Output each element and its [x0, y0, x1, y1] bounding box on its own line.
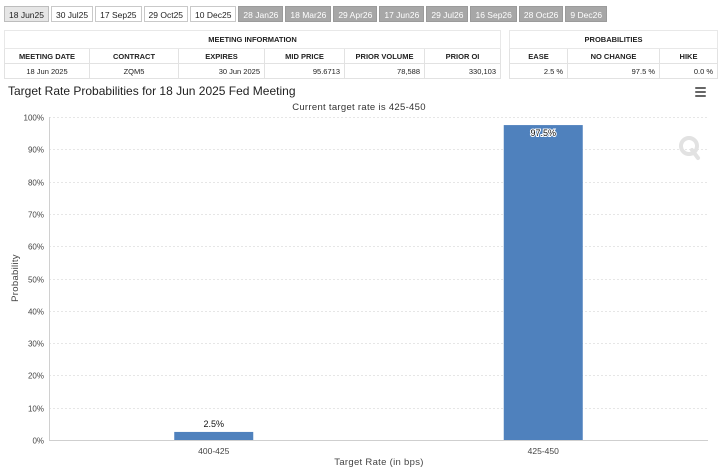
table-cell: 97.5 %: [567, 63, 660, 79]
meeting-information-table: MEETING INFORMATION MEETING DATE CONTRACT…: [3, 30, 502, 79]
x-tick-label: 400-425: [198, 446, 229, 456]
bar-400-425[interactable]: [174, 431, 254, 440]
table-cell: 0.0 %: [658, 63, 719, 79]
y-axis-ticks: 0% 10% 20% 30% 40% 50% 60% 70% 80% 90% 100%: [24, 114, 44, 446]
y-tick-label: 30%: [28, 340, 44, 349]
meeting-date-tabs: 18 Jun25 30 Jul25 17 Sep25 29 Oct25 10 Dec25…: [4, 6, 608, 22]
tab-meeting-date[interactable]: 10 Dec25: [190, 6, 237, 22]
table-cell: 330,103: [423, 63, 502, 79]
data-label: 2.5%: [203, 419, 224, 429]
tab-meeting-date[interactable]: 30 Jul25: [50, 6, 94, 22]
tab-meeting-date[interactable]: 29 Oct25: [143, 6, 189, 22]
y-tick-label: 70%: [28, 211, 44, 220]
tab-meeting-date[interactable]: 18 Mar26: [285, 6, 332, 22]
tab-meeting-date[interactable]: 29 Apr26: [333, 6, 378, 22]
y-tick-label: 40%: [28, 308, 44, 317]
tab-meeting-date[interactable]: 29 Jul26: [426, 6, 469, 22]
tab-meeting-date[interactable]: 9 Dec26: [565, 6, 608, 22]
bars: 2.5% 97.5%: [174, 125, 583, 440]
y-tick-label: 60%: [28, 243, 44, 252]
tab-meeting-date[interactable]: 17 Sep25: [95, 6, 142, 22]
hamburger-menu-icon[interactable]: [695, 87, 706, 97]
chart-title: Target Rate Probabilities for 18 Jun 202…: [8, 84, 296, 98]
x-tick-label: 425-450: [528, 446, 559, 456]
table-cell: ZQM5: [89, 63, 179, 79]
y-tick-label: 0%: [32, 437, 44, 446]
tab-meeting-date[interactable]: 28 Jan26: [238, 6, 284, 22]
y-tick-label: 80%: [28, 179, 44, 188]
probabilities-table: PROBABILITIES EASE NO CHANGE HIKE 2.5 % 97.…: [508, 30, 719, 79]
y-tick-label: 90%: [28, 146, 44, 155]
tab-meeting-date[interactable]: 17 Jun26: [379, 6, 425, 22]
x-axis-label: Target Rate (in bps): [334, 457, 423, 468]
y-tick-label: 10%: [28, 405, 44, 414]
chart-subtitle: Current target rate is 425-450: [292, 102, 426, 113]
data-label: 97.5%: [530, 128, 556, 138]
tab-meeting-date[interactable]: 18 Jun25: [4, 6, 49, 22]
q-logo-icon: [679, 136, 700, 160]
x-axis-ticks: 400-425 425-450: [198, 446, 559, 456]
y-tick-label: 20%: [28, 372, 44, 381]
y-tick-label: 50%: [28, 276, 44, 285]
tab-meeting-date[interactable]: 28 Oct26: [518, 6, 564, 22]
table-cell: 30 Jun 2025: [178, 63, 265, 79]
bar-425-450[interactable]: [503, 125, 583, 440]
tab-meeting-date[interactable]: 16 Sep26: [470, 6, 517, 22]
grid-lines: [49, 117, 708, 409]
y-tick-label: 100%: [24, 114, 44, 123]
y-axis-label: Probability: [10, 254, 21, 302]
table-cell: 78,588: [344, 63, 425, 79]
